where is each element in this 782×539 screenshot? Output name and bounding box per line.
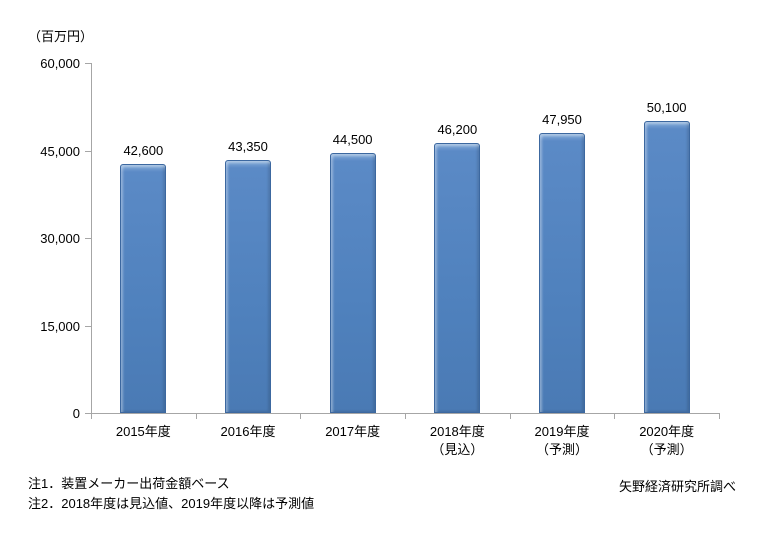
bar-value-label: 47,950 [542,112,582,127]
x-tick-mark [405,414,406,419]
x-tick-mark [614,414,615,419]
y-tick-label: 0 [72,406,80,421]
y-tick-mark [85,413,91,414]
bar [539,133,585,413]
x-tick-mark [510,414,511,419]
x-tick-label: 2018年度 （見込） [429,424,485,457]
x-tick-mark [196,414,197,419]
bar-value-label: 46,200 [437,122,478,137]
bar-value-label: 50,100 [646,100,687,115]
x-tick-mark [91,414,92,419]
plot-area [91,63,720,414]
y-axis-unit-label: （百万円） [28,29,94,44]
footnote-2: 注2．2018年度は見込値、2019年度以降は予測値 [28,496,315,511]
y-tick-mark [85,325,91,327]
bar-value-label: 44,500 [332,132,373,147]
y-tick-label: 45,000 [40,143,80,159]
bar [644,121,690,413]
x-tick-mark [300,414,301,419]
y-tick-label: 60,000 [40,56,80,71]
y-tick-mark [85,63,91,64]
bar [120,164,166,413]
bar [225,160,271,413]
bar-value-label: 43,350 [228,139,268,154]
x-tick-label: 2015年度 [115,424,171,439]
x-tick-label: 2017年度 [325,424,381,439]
bar [330,153,376,413]
y-tick-mark [85,238,91,239]
bar-value-label: 42,600 [123,143,164,158]
y-tick-mark [85,150,91,152]
bar [434,143,480,413]
x-tick-label: 2016年度 [220,424,276,439]
y-tick-label: 15,000 [40,318,80,334]
footnotes: 注1．装置メーカー出荷金額ベース 注2．2018年度は見込値、2019年度以降は… [28,474,314,514]
y-tick-label: 30,000 [40,231,80,246]
x-tick-label: 2020年度 （予測） [639,424,695,457]
x-tick-label: 2019年度 （予測） [534,424,590,457]
source-attribution: 矢野経済研究所調べ [618,479,736,494]
x-tick-mark [719,414,720,419]
footnote-1: 注1．装置メーカー出荷金額ベース [28,476,230,491]
